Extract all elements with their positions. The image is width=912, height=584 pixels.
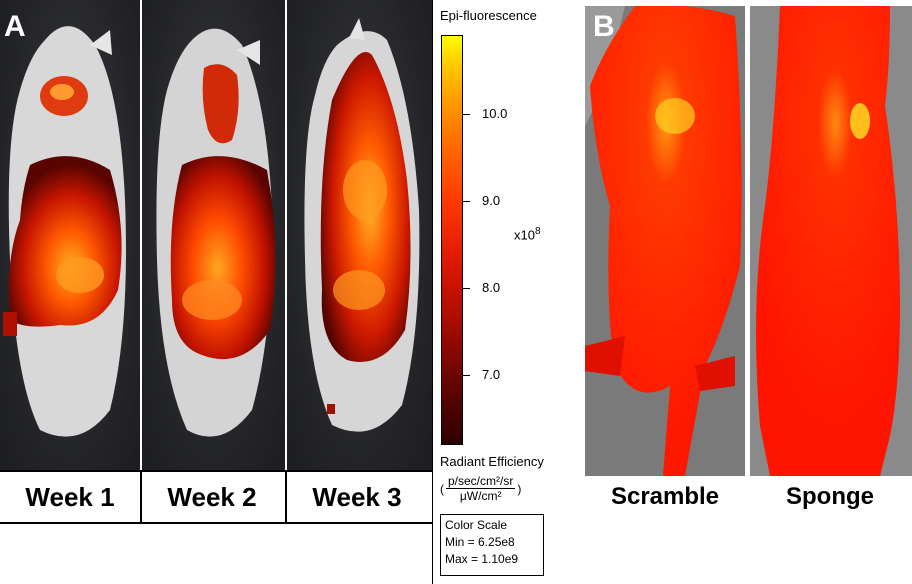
- sponge-label: Sponge: [786, 483, 874, 510]
- units-title: Radiant Efficiency: [440, 454, 544, 469]
- week-label-row: [0, 470, 432, 526]
- units-numerator: p/sec/cm²/sr: [446, 474, 516, 489]
- week-3-image: [287, 0, 432, 470]
- panel-b-label: B: [593, 10, 615, 43]
- units-close-paren: ): [517, 481, 522, 496]
- units-fraction: ( p/sec/cm²/sr μW/cm² ): [440, 474, 521, 503]
- scale-tick-label: 10.0: [482, 106, 508, 121]
- color-scale-bar: [441, 35, 463, 445]
- scale-tick-label: 8.0: [482, 280, 501, 295]
- scramble-label: Scramble: [610, 483, 720, 510]
- week-2-label: Week 2: [167, 482, 257, 512]
- panel-a-divider: [285, 0, 287, 470]
- scale-tick-label: 7.0: [482, 367, 501, 382]
- scale-tick: [462, 375, 470, 376]
- week-label-divider: [285, 470, 287, 524]
- scale-tick-label: 9.0: [482, 193, 501, 208]
- panel-b-divider: [745, 6, 750, 476]
- scale-tick: [462, 288, 470, 289]
- week-1-image: [0, 0, 140, 470]
- color-scale-box-title: Color Scale: [445, 518, 508, 532]
- panel-a-divider: [140, 0, 142, 470]
- week-1-label: Week 1: [25, 482, 115, 512]
- scale-tick: [462, 201, 470, 202]
- scale-multiplier: x108: [514, 226, 541, 242]
- scale-tick: [462, 114, 470, 115]
- scale-multiplier-exponent: 8: [534, 226, 541, 237]
- units-frac: p/sec/cm²/sr μW/cm²: [446, 474, 516, 503]
- panel-a-images: A: [0, 0, 432, 470]
- color-scale-box: Color Scale Min = 6.25e8 Max = 1.10e9: [440, 514, 544, 576]
- scale-multiplier-base: x10: [514, 227, 535, 243]
- color-scale-max: Max = 1.10e9: [445, 552, 519, 566]
- scale-title: Epi-fluorescence: [440, 8, 537, 23]
- vertical-divider: [432, 0, 433, 584]
- sponge-image: [750, 6, 912, 476]
- units-denominator: μW/cm²: [459, 489, 502, 503]
- week-2-image: [142, 0, 285, 470]
- scramble-image: [585, 6, 745, 476]
- units-open-paren: (: [440, 481, 444, 496]
- week-3-label: Week 3: [312, 482, 402, 512]
- week-label-divider: [140, 470, 142, 524]
- panel-a-label: A: [4, 10, 26, 43]
- week-label-underline: [0, 522, 432, 524]
- color-scale-min: Min = 6.25e8: [445, 535, 515, 549]
